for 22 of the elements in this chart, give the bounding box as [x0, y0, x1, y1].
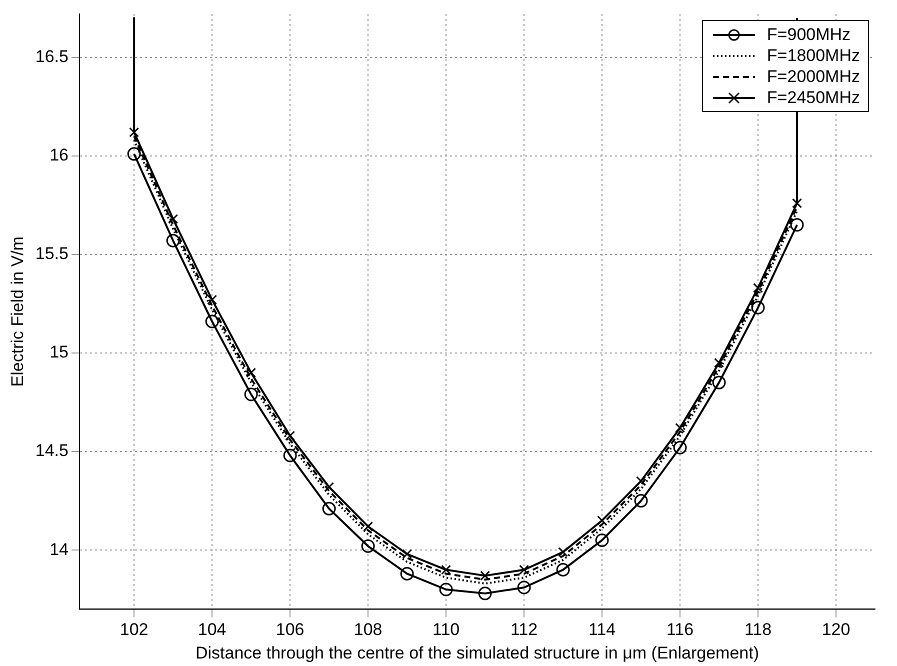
x-tick-label: 104 [198, 620, 226, 640]
x-tick-label: 120 [822, 620, 850, 640]
legend-label: F=2000MHz [766, 66, 860, 87]
y-tick-label: 16.5 [35, 47, 68, 66]
x-tick-label: 118 [744, 620, 772, 640]
x-tick-label: 102 [120, 620, 148, 640]
legend-label: F=2450MHz [766, 87, 860, 108]
y-tick-label: 16 [50, 146, 68, 165]
y-tick-label: 14 [50, 540, 68, 559]
x-tick-label: 106 [276, 620, 304, 640]
y-tick-label: 14.5 [35, 441, 68, 460]
y-axis-title: Electric Field in V/m [8, 236, 27, 387]
y-tick-label: 15 [50, 342, 68, 362]
x-tick-label: 114 [588, 620, 616, 640]
x-tick-label: 110 [432, 620, 460, 640]
x-tick-label: 112 [510, 620, 538, 640]
x-tick-label: 116 [666, 620, 694, 640]
x-tick-label: 108 [354, 620, 382, 640]
legend-label: F=900MHz [766, 24, 851, 45]
x-axis-title: Distance through the centre of the simulated structure in μm (Enlargement) [195, 643, 759, 662]
y-tick-label: 15.5 [35, 244, 68, 264]
legend-label: F=1800MHz [766, 45, 860, 66]
